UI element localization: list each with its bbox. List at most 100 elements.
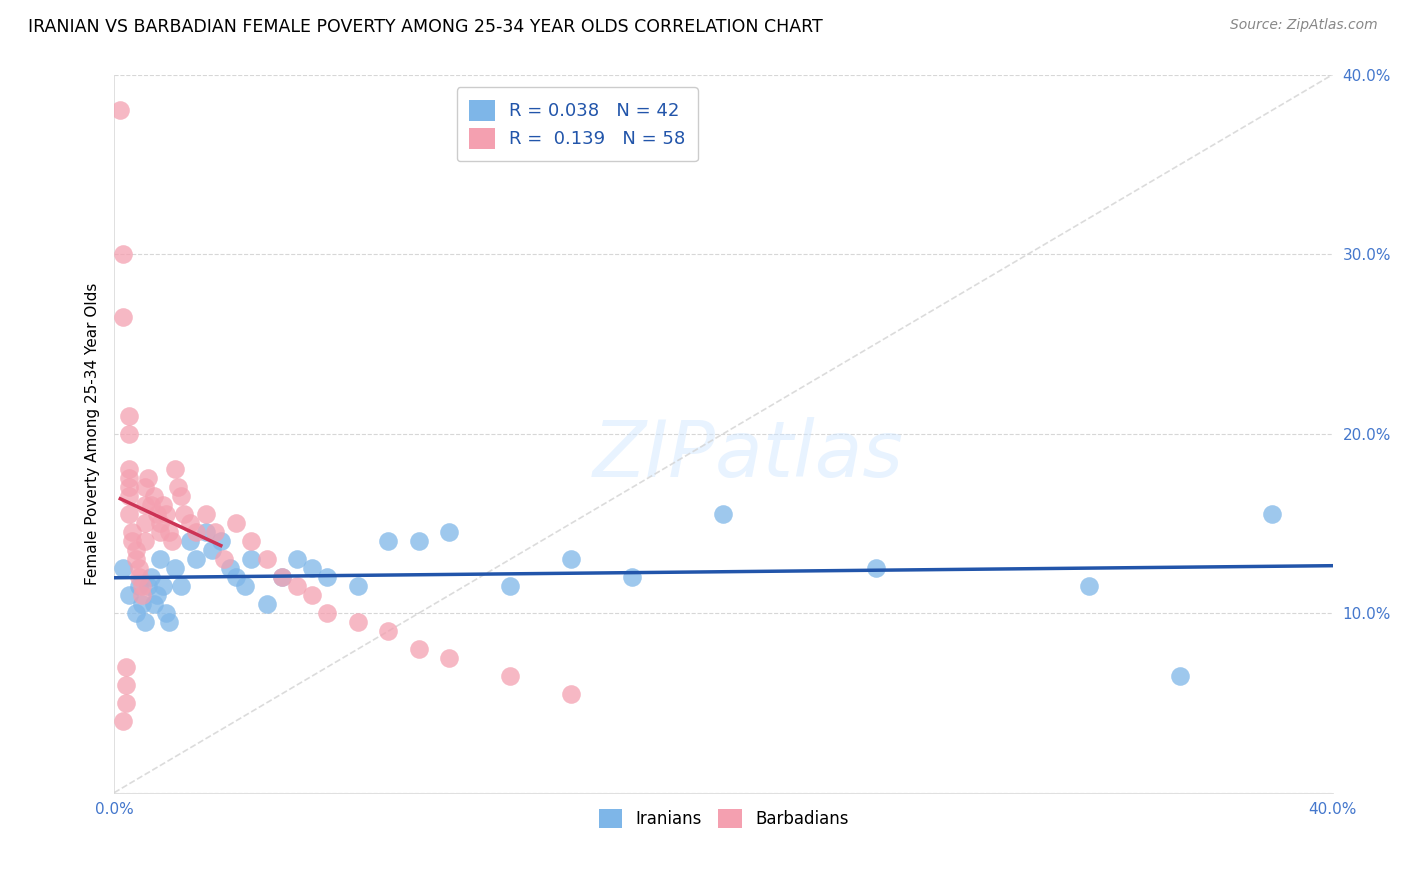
Point	[157, 525, 180, 540]
Point	[110, 103, 132, 118]
Point	[118, 490, 141, 504]
Point	[118, 462, 141, 476]
Point	[124, 606, 146, 620]
Point	[204, 525, 226, 540]
Point	[112, 310, 135, 324]
Point	[347, 579, 370, 593]
Point	[149, 516, 172, 531]
Point	[560, 687, 582, 701]
Point	[112, 714, 135, 728]
Point	[285, 552, 308, 566]
Point	[124, 543, 146, 558]
Point	[112, 561, 135, 575]
Point	[347, 615, 370, 629]
Point	[121, 525, 143, 540]
Point	[179, 534, 201, 549]
Point	[121, 534, 143, 549]
Point	[170, 490, 193, 504]
Point	[186, 552, 208, 566]
Point	[136, 471, 159, 485]
Point	[165, 462, 187, 476]
Point	[240, 552, 263, 566]
Point	[134, 480, 156, 494]
Text: ZIPatlas: ZIPatlas	[592, 417, 903, 493]
Point	[256, 597, 278, 611]
Point	[173, 508, 195, 522]
Point	[285, 579, 308, 593]
Text: Source: ZipAtlas.com: Source: ZipAtlas.com	[1230, 18, 1378, 32]
Point	[134, 615, 156, 629]
Point	[160, 534, 183, 549]
Point	[499, 669, 522, 683]
Point	[167, 480, 190, 494]
Point	[316, 606, 339, 620]
Point	[128, 561, 150, 575]
Point	[179, 516, 201, 531]
Point	[225, 516, 247, 531]
Point	[134, 499, 156, 513]
Point	[142, 597, 165, 611]
Point	[149, 525, 172, 540]
Point	[115, 660, 138, 674]
Point	[146, 588, 169, 602]
Point	[118, 480, 141, 494]
Point	[316, 570, 339, 584]
Point	[377, 624, 399, 638]
Point	[408, 642, 430, 657]
Point	[118, 471, 141, 485]
Point	[270, 570, 292, 584]
Point	[219, 561, 242, 575]
Point	[194, 525, 217, 540]
Point	[139, 499, 162, 513]
Point	[112, 247, 135, 261]
Text: IRANIAN VS BARBADIAN FEMALE POVERTY AMONG 25-34 YEAR OLDS CORRELATION CHART: IRANIAN VS BARBADIAN FEMALE POVERTY AMON…	[28, 18, 823, 36]
Point	[209, 534, 232, 549]
Point	[621, 570, 644, 584]
Point	[115, 696, 138, 710]
Point	[118, 588, 141, 602]
Point	[865, 561, 887, 575]
Point	[134, 534, 156, 549]
Point	[165, 561, 187, 575]
Point	[134, 516, 156, 531]
Point	[170, 579, 193, 593]
Point	[377, 534, 399, 549]
Point	[1078, 579, 1101, 593]
Point	[128, 570, 150, 584]
Point	[118, 409, 141, 423]
Point	[152, 579, 174, 593]
Point	[152, 499, 174, 513]
Point	[270, 570, 292, 584]
Point	[301, 561, 323, 575]
Point	[131, 588, 153, 602]
Point	[118, 508, 141, 522]
Point	[118, 426, 141, 441]
Point	[194, 508, 217, 522]
Point	[186, 525, 208, 540]
Point	[136, 579, 159, 593]
Point	[139, 570, 162, 584]
Point	[149, 552, 172, 566]
Point	[233, 579, 256, 593]
Point	[439, 525, 461, 540]
Point	[256, 552, 278, 566]
Point	[157, 615, 180, 629]
Point	[301, 588, 323, 602]
Point	[128, 579, 150, 593]
Point	[131, 597, 153, 611]
Point	[155, 606, 177, 620]
Point	[713, 508, 735, 522]
Point	[142, 490, 165, 504]
Point	[146, 508, 169, 522]
Point	[225, 570, 247, 584]
Point	[408, 534, 430, 549]
Point	[499, 579, 522, 593]
Point	[240, 534, 263, 549]
Point	[115, 678, 138, 692]
Point	[124, 552, 146, 566]
Point	[439, 651, 461, 665]
Point	[155, 508, 177, 522]
Point	[212, 552, 235, 566]
Point	[201, 543, 224, 558]
Point	[1261, 508, 1284, 522]
